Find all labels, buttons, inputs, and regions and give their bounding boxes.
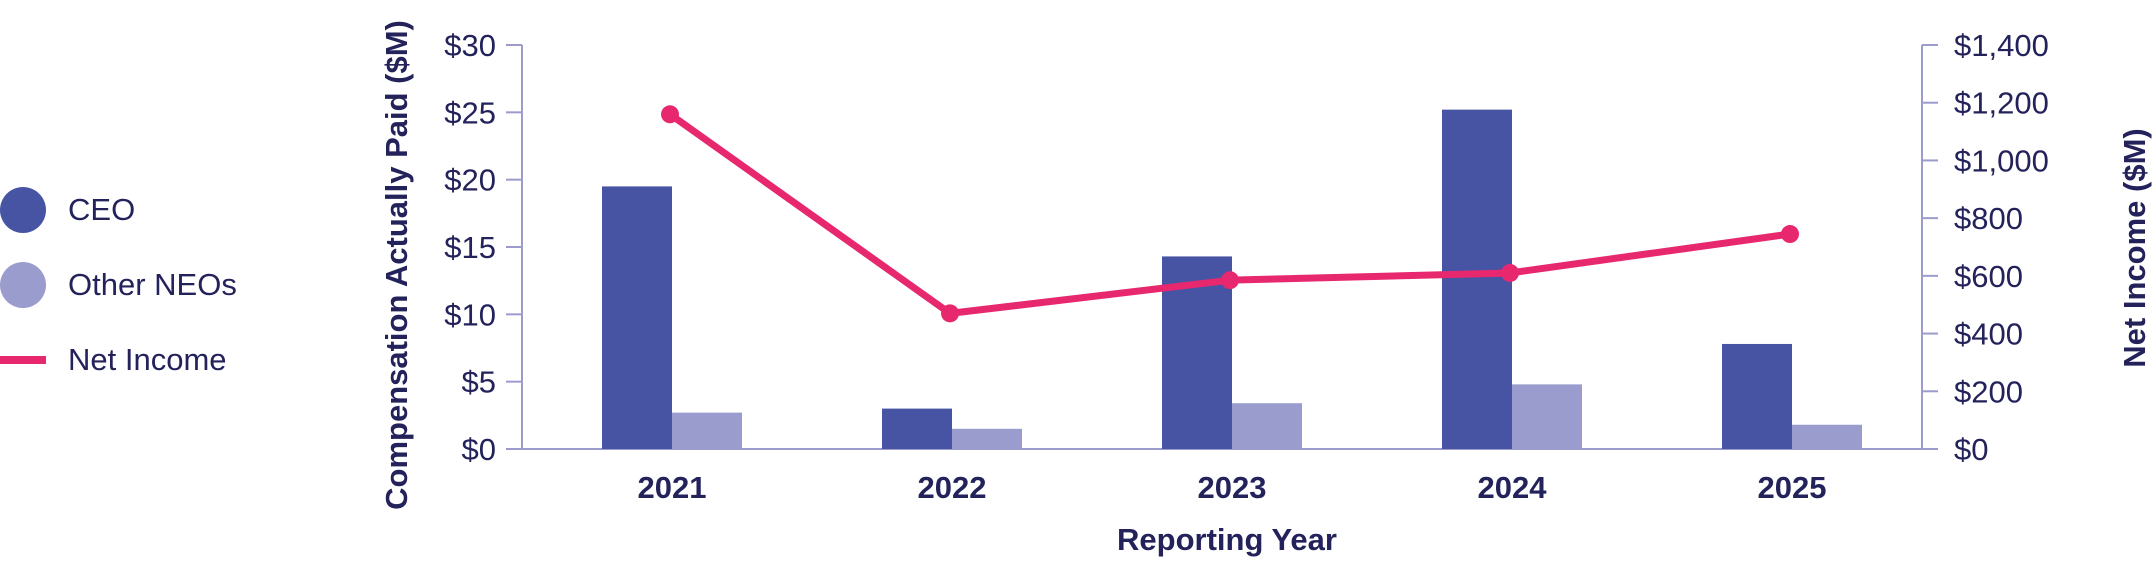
legend-swatch bbox=[0, 356, 46, 364]
legend: CEO Other NEOs Net Income bbox=[0, 185, 330, 385]
net-income-point-2023 bbox=[1221, 271, 1239, 290]
bar-other-neos-2025 bbox=[1792, 424, 1862, 449]
bar-other-neos-2022 bbox=[952, 428, 1022, 449]
legend-label: Other NEOs bbox=[68, 267, 237, 302]
bar-ceo-2022 bbox=[882, 408, 952, 449]
legend-item-other-neos: Other NEOs bbox=[0, 260, 237, 310]
left-tick-label: $5 bbox=[462, 365, 496, 400]
left-tick-label: $0 bbox=[462, 432, 496, 467]
legend-label: Net Income bbox=[68, 342, 227, 377]
legend-swatch bbox=[0, 262, 46, 308]
x-tick-label: 2025 bbox=[1758, 470, 1827, 505]
x-tick-label: 2024 bbox=[1478, 470, 1548, 505]
bar-other-neos-2024 bbox=[1512, 384, 1582, 449]
right-tick-label: $800 bbox=[1954, 201, 2023, 236]
x-tick-label: 2021 bbox=[638, 470, 707, 505]
right-tick-label: $1,000 bbox=[1954, 143, 2049, 178]
x-tick-label: 2023 bbox=[1198, 470, 1267, 505]
right-tick-label: $400 bbox=[1954, 317, 2023, 352]
right-tick-label: $600 bbox=[1954, 259, 2023, 294]
net-income-point-2024 bbox=[1501, 263, 1519, 282]
right-tick-label: $1,200 bbox=[1954, 86, 2049, 121]
bar-ceo-2021 bbox=[602, 186, 672, 449]
bar-other-neos-2023 bbox=[1232, 403, 1302, 449]
bar-ceo-2025 bbox=[1722, 343, 1792, 449]
net-income-point-2022 bbox=[941, 304, 959, 323]
left-tick-label: $25 bbox=[444, 95, 496, 130]
net-income-point-2021 bbox=[661, 105, 679, 124]
legend-swatch bbox=[0, 187, 46, 233]
net-income-point-2025 bbox=[1781, 225, 1799, 244]
left-tick-label: $20 bbox=[444, 163, 496, 198]
x-tick-label: 2022 bbox=[918, 470, 987, 505]
legend-item-ceo: CEO bbox=[0, 185, 135, 235]
y2-axis-title: Net Income ($M) bbox=[2117, 128, 2152, 367]
right-tick-label: $200 bbox=[1954, 374, 2023, 409]
right-tick-label: $0 bbox=[1954, 432, 1988, 467]
y-axis-title: Compensation Actually Paid ($M) bbox=[379, 20, 414, 510]
left-tick-label: $30 bbox=[444, 28, 496, 63]
legend-item-net-income: Net Income bbox=[0, 335, 227, 385]
left-tick-label: $15 bbox=[444, 230, 496, 265]
left-tick-label: $10 bbox=[444, 297, 496, 332]
bar-ceo-2024 bbox=[1442, 109, 1512, 449]
legend-label: CEO bbox=[68, 192, 136, 227]
right-tick-label: $1,400 bbox=[1954, 28, 2049, 63]
x-axis-title: Reporting Year bbox=[1117, 522, 1337, 557]
bar-other-neos-2021 bbox=[672, 412, 742, 449]
